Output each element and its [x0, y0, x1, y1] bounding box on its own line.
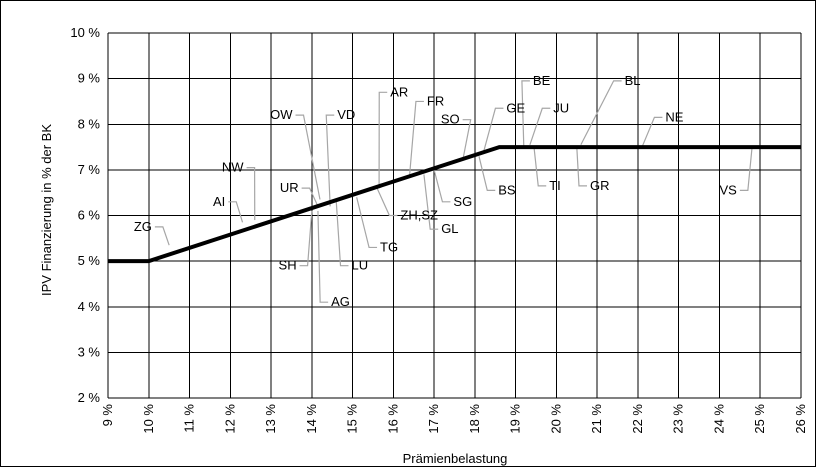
y-tick-label: 7 % — [78, 162, 101, 177]
leader-line — [335, 201, 349, 267]
y-tick-label: 6 % — [78, 208, 101, 223]
leader-line — [376, 187, 398, 217]
x-tick-label: 20 % — [548, 404, 563, 434]
leader-line — [533, 146, 547, 187]
y-tick-label: 10 % — [70, 25, 100, 40]
x-tick-label: 15 % — [345, 404, 360, 434]
canton-label: SO — [441, 112, 460, 127]
canton-label: BL — [625, 73, 641, 88]
canton-label: BS — [498, 182, 516, 197]
leader-line — [154, 226, 170, 246]
x-tick-label: 24 % — [711, 404, 726, 434]
canton-label: TI — [549, 178, 561, 193]
canton-label: LU — [352, 258, 369, 273]
leader-line — [580, 80, 622, 146]
y-axis-label: IPV Finanzierung in % der BK — [39, 124, 54, 296]
canton-label: NE — [665, 109, 683, 124]
x-tick-label: 18 % — [467, 404, 482, 434]
canton-label: VS — [720, 182, 738, 197]
x-tick-label: 21 % — [589, 404, 604, 434]
leader-line — [482, 107, 504, 155]
leader-line — [246, 166, 256, 221]
leader-line — [739, 147, 753, 192]
canton-label: FR — [427, 93, 444, 108]
x-tick-label: 12 % — [222, 404, 237, 434]
canton-label: GR — [590, 178, 610, 193]
annotation-labels: ZG AI NW OW UR VD SH AG LU AR ZH,SZ TG FR GL SG SO BS GE B… — [134, 73, 737, 309]
leader-line — [409, 100, 424, 175]
leader-line — [356, 197, 378, 249]
x-tick-label: 14 % — [304, 404, 319, 434]
canton-label: AG — [331, 294, 350, 309]
canton-label: GL — [441, 221, 458, 236]
x-tick-label: 23 % — [671, 404, 686, 434]
canton-label: SH — [279, 258, 297, 273]
grid-layer — [107, 32, 802, 399]
leader-line — [378, 91, 388, 189]
leader-line — [478, 156, 496, 192]
canton-label: OW — [270, 107, 293, 122]
leader-line — [295, 114, 321, 200]
x-tick-label: 22 % — [630, 404, 645, 434]
y-tick-label: 2 % — [78, 390, 101, 405]
leader-line — [423, 174, 439, 230]
leader-line — [641, 116, 663, 148]
leader-line — [521, 80, 530, 148]
leader-line — [462, 119, 472, 161]
curve-layer — [108, 145, 801, 264]
canton-label: VD — [337, 107, 355, 122]
x-axis-label: Prämienbelastung — [403, 451, 508, 466]
canton-label: TG — [380, 239, 398, 254]
x-tick-label: 26 % — [793, 404, 808, 434]
ipv-curve — [108, 145, 801, 264]
leader-line — [299, 210, 313, 267]
y-tick-label: 5 % — [78, 253, 101, 268]
x-tick-label: 17 % — [426, 404, 441, 434]
x-tick-label: 16 % — [385, 404, 400, 434]
y-tick-label: 3 % — [78, 344, 101, 359]
leader-line — [301, 187, 319, 207]
x-tick-label: 10 % — [141, 404, 156, 434]
canton-label: UR — [280, 180, 299, 195]
y-tick-label: 4 % — [78, 299, 101, 314]
canton-label: SG — [453, 194, 472, 209]
x-tick-label: 13 % — [263, 404, 278, 434]
canton-label: BE — [533, 73, 551, 88]
canton-label: AI — [213, 194, 225, 209]
leader-line — [317, 210, 329, 303]
x-tick-label: 19 % — [508, 404, 523, 434]
canton-label: ZG — [134, 219, 152, 234]
y-tick-label: 9 % — [78, 71, 101, 86]
y-tick-label: 8 % — [78, 116, 101, 131]
canton-label: AR — [390, 84, 408, 99]
leader-line — [433, 169, 451, 203]
leader-line — [325, 114, 335, 207]
y-tick-labels: 2 % 3 % 4 % 5 % 6 % 7 % 8 % 9 % 10 % — [70, 25, 100, 405]
x-tick-labels: 9 % 10 % 11 % 12 % 13 % 14 % 15 % 16 % 17 % 18 % 1… — [100, 404, 808, 434]
leader-line — [228, 201, 244, 223]
canton-label: JU — [553, 100, 569, 115]
leader-line — [576, 147, 587, 187]
x-tick-label: 9 % — [100, 404, 115, 427]
canton-label: NW — [222, 160, 244, 175]
canton-label: GE — [506, 100, 525, 115]
x-tick-label: 25 % — [752, 404, 767, 434]
leader-line — [529, 107, 551, 145]
x-tick-label: 11 % — [182, 404, 197, 433]
canton-label: ZH,SZ — [400, 208, 438, 223]
annotation-leaders — [154, 80, 753, 303]
